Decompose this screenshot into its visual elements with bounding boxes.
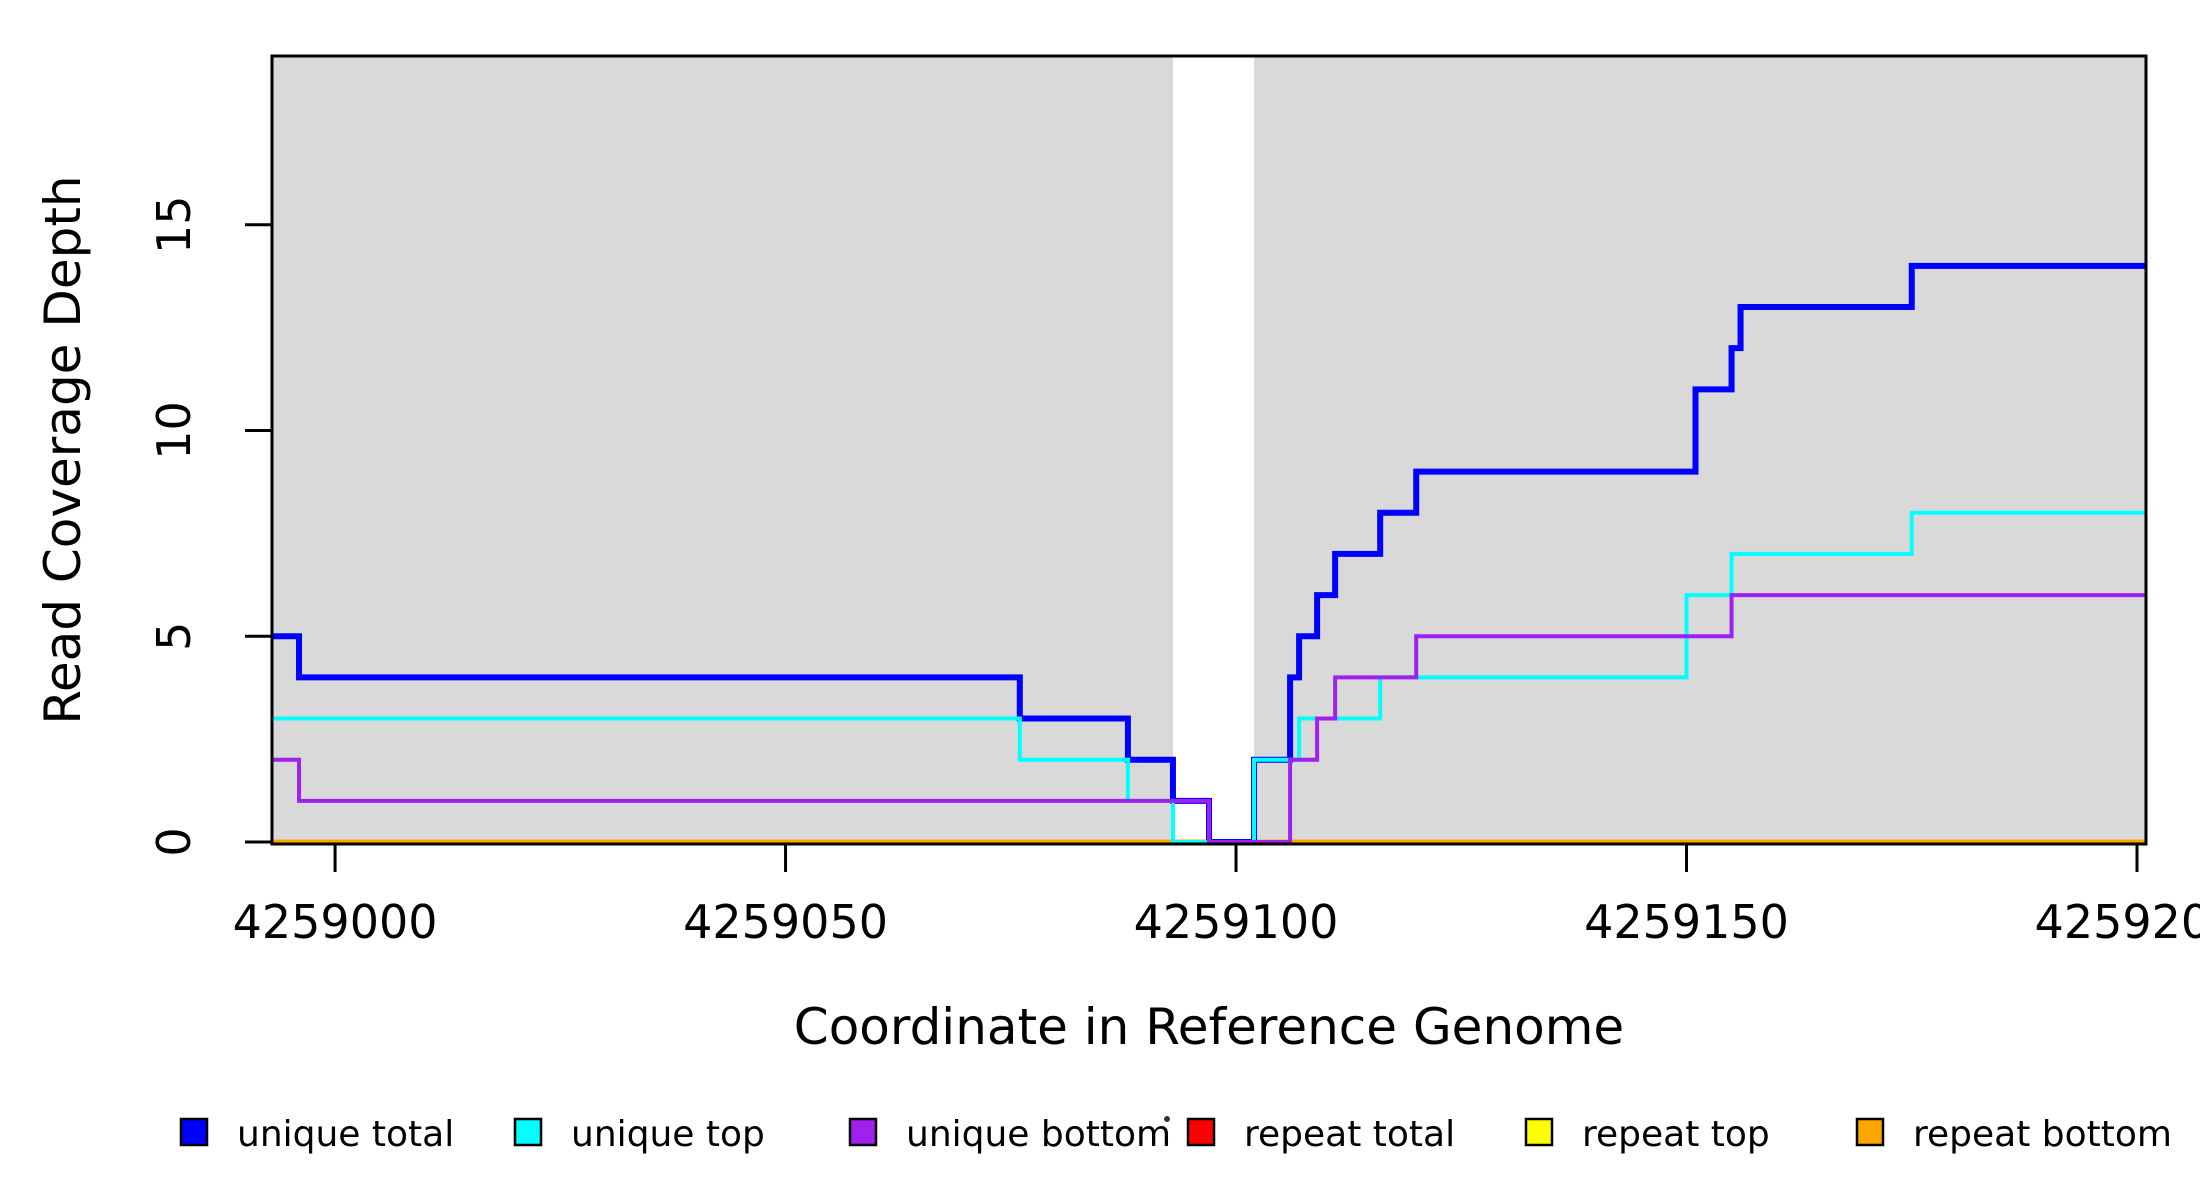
shaded-region xyxy=(1254,56,2146,844)
series-line-unique-bottom xyxy=(272,593,2146,844)
legend-label: unique total xyxy=(237,1114,454,1155)
series-line-unique-top xyxy=(272,510,2146,844)
shaded-background-regions xyxy=(272,56,2146,844)
x-axis-title: Coordinate in Reference Genome xyxy=(794,998,1624,1056)
plot-border xyxy=(270,54,2148,846)
legend-item-unique-total: unique total xyxy=(179,1114,454,1155)
legend-label: repeat total xyxy=(1244,1114,1455,1155)
legend-item-unique-bottom: unique bottom xyxy=(848,1114,1171,1155)
y-tick-label: 0 xyxy=(147,827,201,856)
legend: unique total unique top unique bottom repea… xyxy=(179,1114,2172,1155)
legend-item-repeat-bottom: repeat bottom xyxy=(1855,1114,2172,1155)
x-tick-label: 4259000 xyxy=(233,895,438,949)
legend-label: unique bottom xyxy=(906,1114,1171,1155)
legend-swatch-repeat-bottom xyxy=(1855,1117,1885,1147)
y-tick-label: 15 xyxy=(147,195,201,254)
legend-swatch-unique-total xyxy=(179,1117,209,1147)
legend-swatch-repeat-top xyxy=(1524,1117,1554,1147)
x-tick-label: 4259050 xyxy=(683,895,888,949)
y-tick-label: 5 xyxy=(147,622,201,651)
x-tick-label: 4259100 xyxy=(1134,895,1339,949)
legend-item-repeat-total: repeat total xyxy=(1186,1114,1455,1155)
stray-dot-artifact xyxy=(1164,1116,1170,1122)
legend-item-repeat-top: repeat top xyxy=(1524,1114,1770,1155)
series-lines xyxy=(272,262,2146,845)
y-tick-label: 10 xyxy=(147,401,201,460)
legend-swatch-unique-top xyxy=(513,1117,543,1147)
series-line-unique-total xyxy=(272,262,2146,845)
legend-item-unique-top: unique top xyxy=(513,1114,765,1155)
legend-label: repeat bottom xyxy=(1913,1114,2172,1155)
shaded-region xyxy=(272,56,1173,844)
x-tick-label: 4259150 xyxy=(1584,895,1789,949)
legend-swatch-repeat-total xyxy=(1186,1117,1216,1147)
legend-label: unique top xyxy=(571,1114,765,1155)
y-axis: 0 5 10 15 xyxy=(147,195,272,857)
legend-label: repeat top xyxy=(1582,1114,1770,1155)
legend-swatch-unique-bottom xyxy=(848,1117,878,1147)
y-axis-title: Read Coverage Depth xyxy=(34,175,92,724)
